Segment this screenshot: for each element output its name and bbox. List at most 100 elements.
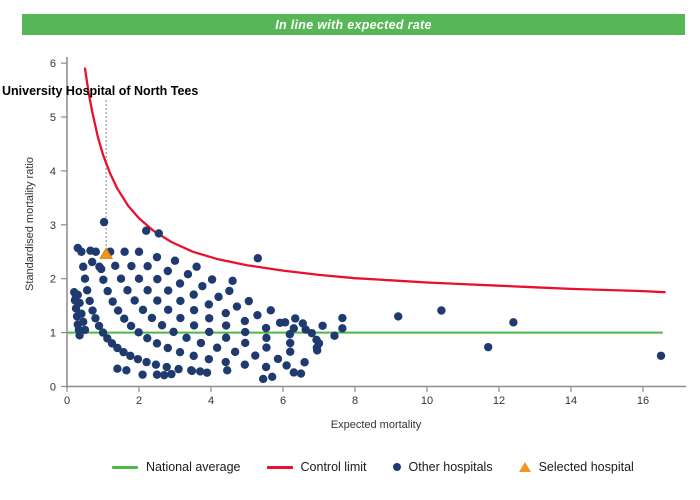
hospital-dot[interactable] — [221, 308, 230, 318]
hospital-dot[interactable] — [169, 327, 178, 337]
hospital-dot[interactable] — [71, 291, 81, 301]
hospital-dot[interactable] — [204, 354, 214, 364]
hospital-dot[interactable] — [228, 276, 237, 286]
hospital-dot[interactable] — [138, 305, 148, 315]
hospital-dot[interactable] — [163, 286, 173, 295]
hospital-dot[interactable] — [189, 290, 198, 299]
hospital-dot[interactable] — [113, 364, 122, 373]
hospital-dot[interactable] — [79, 317, 88, 327]
hospital-dot[interactable] — [113, 306, 123, 315]
hospital-dot[interactable] — [116, 274, 126, 283]
hospital-dot[interactable] — [232, 302, 242, 311]
hospital-dot[interactable] — [152, 252, 162, 262]
hospital-dot[interactable] — [230, 347, 240, 357]
hospital-dot[interactable] — [80, 274, 90, 283]
hospital-dot[interactable] — [120, 247, 129, 256]
hospital-dot[interactable] — [126, 321, 136, 331]
hospital-dot[interactable] — [289, 368, 298, 377]
hospital-dot[interactable] — [154, 229, 163, 238]
hospital-dot[interactable] — [338, 324, 347, 333]
hospital-dot[interactable] — [509, 318, 518, 327]
hospital-dot[interactable] — [251, 351, 260, 360]
hospital-dot[interactable] — [75, 298, 84, 308]
hospital-dot[interactable] — [97, 264, 106, 274]
hospital-dot[interactable] — [318, 321, 327, 330]
hospital-dot[interactable] — [77, 309, 86, 318]
hospital-dot[interactable] — [205, 327, 214, 337]
hospital-dot[interactable] — [108, 297, 117, 306]
hospital-dot[interactable] — [261, 362, 271, 372]
hospital-dot[interactable] — [170, 256, 180, 265]
hospital-dot[interactable] — [253, 254, 262, 263]
hospital-dot[interactable] — [123, 286, 132, 295]
hospital-dot[interactable] — [300, 358, 309, 367]
hospital-dot[interactable] — [143, 333, 152, 343]
hospital-dot[interactable] — [111, 261, 120, 271]
hospital-dot[interactable] — [214, 292, 223, 302]
hospital-dot[interactable] — [119, 347, 128, 357]
hospital-dot[interactable] — [241, 338, 250, 348]
hospital-dot[interactable] — [98, 328, 108, 337]
hospital-dot[interactable] — [167, 369, 176, 379]
hospital-dot[interactable] — [330, 331, 339, 340]
hospital-dot[interactable] — [73, 243, 83, 253]
hospital-dot[interactable] — [182, 333, 191, 342]
hospital-dot[interactable] — [147, 313, 157, 323]
hospital-dot[interactable] — [298, 319, 307, 328]
hospital-dot[interactable] — [273, 354, 283, 364]
hospital-dot[interactable] — [262, 343, 271, 352]
hospital-dot[interactable] — [94, 321, 104, 331]
hospital-dot[interactable] — [134, 274, 144, 283]
hospital-dot[interactable] — [163, 343, 172, 353]
hospital-dot[interactable] — [262, 333, 271, 343]
hospital-dot[interactable] — [143, 261, 152, 271]
hospital-dot[interactable] — [113, 343, 122, 353]
hospital-dot[interactable] — [88, 306, 97, 315]
hospital-dot[interactable] — [212, 343, 222, 352]
hospital-dot[interactable] — [394, 312, 403, 321]
hospital-dot[interactable] — [204, 300, 214, 309]
hospital-dot[interactable] — [244, 296, 253, 306]
hospital-dot[interactable] — [307, 328, 316, 338]
hospital-dot[interactable] — [313, 346, 322, 355]
hospital-dot[interactable] — [189, 321, 199, 330]
hospital-dot[interactable] — [80, 325, 90, 335]
hospital-dot[interactable] — [75, 331, 84, 340]
hospital-dot[interactable] — [160, 370, 169, 380]
hospital-dot[interactable] — [196, 367, 205, 376]
selected-hospital-marker[interactable] — [99, 247, 114, 259]
hospital-dot[interactable] — [192, 262, 201, 271]
hospital-dot[interactable] — [176, 296, 185, 306]
hospital-dot[interactable] — [120, 314, 129, 323]
hospital-dot[interactable] — [143, 286, 152, 295]
hospital-dot[interactable] — [142, 226, 151, 235]
hospital-dot[interactable] — [223, 366, 232, 375]
hospital-dot[interactable] — [189, 305, 199, 315]
hospital-dot[interactable] — [130, 296, 139, 305]
hospital-dot[interactable] — [656, 351, 666, 360]
hospital-dot[interactable] — [79, 262, 88, 271]
hospital-dot[interactable] — [221, 357, 230, 367]
hospital-dot[interactable] — [205, 314, 214, 323]
hospital-dot[interactable] — [183, 270, 193, 279]
hospital-dot[interactable] — [285, 330, 295, 339]
hospital-dot[interactable] — [259, 374, 268, 384]
hospital-dot[interactable] — [138, 370, 147, 379]
hospital-dot[interactable] — [437, 306, 446, 315]
hospital-dot[interactable] — [289, 324, 298, 333]
hospital-dot[interactable] — [240, 316, 250, 326]
hospital-dot[interactable] — [225, 286, 234, 296]
hospital-dot[interactable] — [86, 246, 95, 255]
hospital-dot[interactable] — [151, 360, 161, 369]
hospital-dot[interactable] — [266, 306, 275, 315]
hospital-dot[interactable] — [163, 266, 172, 276]
hospital-dot[interactable] — [134, 328, 143, 337]
hospital-dot[interactable] — [152, 370, 162, 379]
hospital-dot[interactable] — [133, 354, 143, 364]
hospital-dot[interactable] — [82, 286, 92, 295]
hospital-dot[interactable] — [202, 368, 212, 377]
hospital-dot[interactable] — [175, 279, 185, 288]
hospital-dot[interactable] — [314, 339, 324, 348]
hospital-dot[interactable] — [153, 274, 162, 284]
hospital-dot[interactable] — [134, 247, 144, 256]
